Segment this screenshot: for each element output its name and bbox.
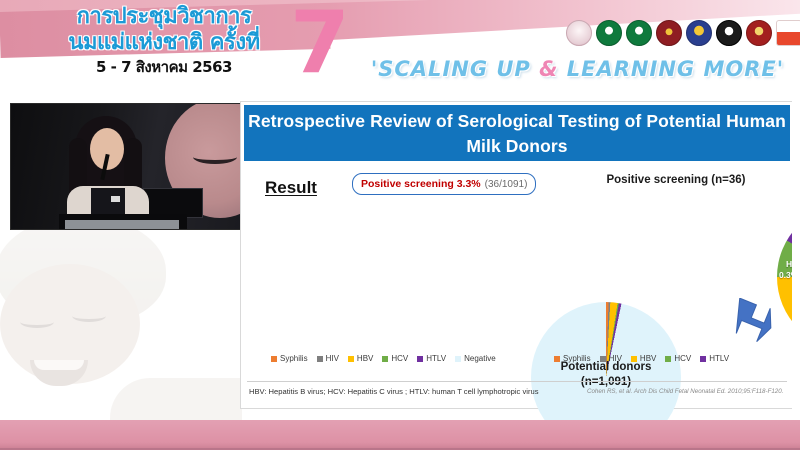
positive-screening-callout: Positive screening 3.3% (36/1091): [352, 173, 537, 195]
baby-teeth: [34, 360, 84, 370]
legend-left-item-hiv: HIV: [316, 354, 339, 363]
header-band-lower-white: [0, 58, 360, 96]
result-label: Result: [265, 178, 317, 197]
legend-right-item-hcv: HCV: [665, 354, 691, 363]
logo-thaihealth-icon: [776, 20, 800, 46]
legend-left-item-syphilis: Syphilis: [271, 354, 308, 363]
tagline-part1: 'SCALING UP: [370, 57, 540, 81]
pie-right-title: Positive screening (n=36): [606, 174, 746, 186]
legend-right-item-htlv: HTLV: [700, 354, 729, 363]
pie-left-label-line1: Potential donors: [560, 361, 652, 373]
legend-right-item-syphilis: Syphilis: [554, 354, 591, 363]
sponsor-logo-row: [566, 20, 800, 46]
logo-red-seal-icon: [746, 20, 772, 46]
slide-title: Retrospective Review of Serological Test…: [244, 105, 790, 161]
legend-left-item-hcv: HCV: [382, 354, 408, 363]
video-laptop: [143, 188, 203, 218]
thai-title-line2: นมแม่แห่งชาติ ครั้งที่: [68, 30, 260, 55]
abbreviation-footnote: HBV: Hepatitis B virus; HCV: Hepatitis C…: [249, 387, 539, 396]
pie-left-label-line2: (n=1,091): [580, 376, 632, 388]
baby-eye-right: [72, 310, 106, 322]
logo-green-2-icon: [626, 20, 652, 46]
legend-right-item-hbv: HBV: [630, 354, 656, 363]
podium-front-panel: [65, 220, 179, 229]
conference-tagline: 'SCALING UP & LEARNING MORE': [365, 57, 790, 81]
footer-accent-line: [0, 448, 800, 450]
blue-arrow-icon: [735, 298, 772, 342]
logo-royal-maroon-icon: [656, 20, 682, 46]
video-overlay-baby-eye: [193, 150, 237, 164]
footnote-divider: [247, 381, 787, 382]
callout-fraction: (36/1091): [484, 178, 528, 190]
speaker-video-thumbnail[interactable]: [10, 103, 242, 230]
background-baby-photo: [0, 228, 242, 428]
logo-black-seal-icon: [716, 20, 742, 46]
legend-left: Syphilis HIV HBV HCV HTLV Negative: [271, 354, 496, 363]
callout-percent: Positive screening 3.3%: [361, 178, 481, 190]
speaker-badge: [111, 196, 120, 202]
conference-date: 5 - 7 สิงหาคม 2563: [96, 58, 232, 76]
conference-thai-title: การประชุมวิชาการ นมแม่แห่งชาติ ครั้งที่ …: [24, 4, 304, 76]
legend-right-item-hiv: HIV: [599, 354, 622, 363]
logo-university-icon: [686, 20, 712, 46]
slice-label-hcv-value: 0.3% (3): [778, 269, 800, 280]
slide-right-margin: [792, 96, 800, 420]
baby-eye-left: [20, 316, 54, 328]
baby-body: [110, 378, 242, 428]
tagline-part2: LEARNING MORE': [558, 57, 785, 81]
presentation-slide: Retrospective Review of Serological Test…: [240, 101, 800, 450]
thai-title-line1: การประชุมวิชาการ: [76, 4, 252, 29]
legend-right: Syphilis HIV HBV HCV HTLV: [554, 354, 729, 363]
legend-left-item-negative: Negative: [455, 354, 496, 363]
logo-foundation-icon: [566, 20, 592, 46]
logo-green-1-icon: [596, 20, 622, 46]
source-citation: Cohen RS, et al. Arch Dis Child Fetal Ne…: [587, 388, 784, 395]
edition-number: 7: [290, 0, 350, 93]
legend-left-item-hbv: HBV: [347, 354, 373, 363]
legend-left-item-htlv: HTLV: [417, 354, 446, 363]
conference-header: การประชุมวิชาการ นมแม่แห่งชาติ ครั้งที่ …: [0, 0, 800, 96]
tagline-ampersand: &: [539, 57, 559, 81]
footer-bar: [0, 420, 800, 450]
pie-left-center-label: Potential donors (n=1,091): [531, 360, 681, 390]
